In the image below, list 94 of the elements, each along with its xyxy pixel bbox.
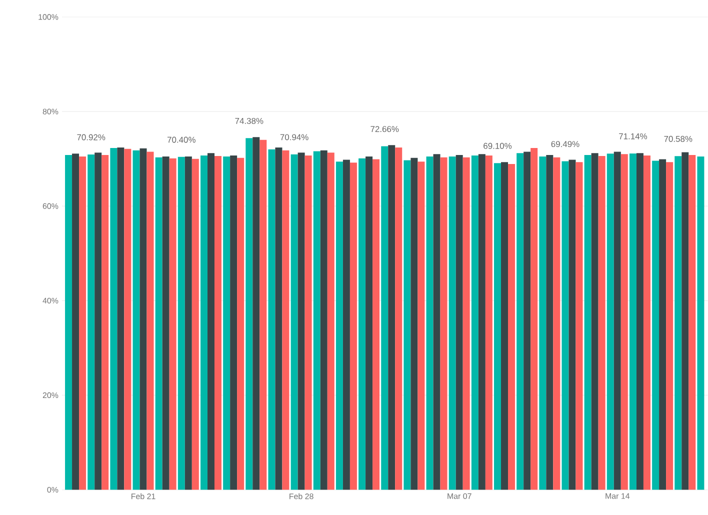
bar: [629, 154, 636, 490]
bar: [366, 156, 373, 490]
bar: [546, 155, 554, 490]
bar: [200, 156, 208, 490]
data-label: 72.66%: [370, 126, 399, 132]
bar: [381, 146, 388, 490]
bar: [298, 152, 305, 490]
bar: [576, 162, 583, 490]
bar: [530, 148, 538, 490]
bar: [418, 162, 425, 490]
bar: [568, 160, 576, 490]
bar: [440, 158, 448, 490]
bar: [162, 156, 170, 490]
data-label: 70.94%: [280, 134, 308, 140]
bar: [88, 154, 95, 490]
bar: [304, 156, 312, 490]
bar: [516, 153, 524, 490]
bar: [606, 154, 614, 490]
bar: [117, 148, 124, 490]
bar: [485, 156, 492, 490]
bar: [214, 156, 222, 490]
bar: [674, 156, 682, 490]
bar: [230, 156, 238, 490]
bar: [342, 160, 350, 490]
bar: [494, 163, 502, 490]
bar: [358, 158, 366, 490]
bar: [79, 156, 86, 490]
bar: [65, 155, 72, 490]
bar: [132, 150, 140, 490]
bar: [697, 156, 704, 490]
data-label: 70.58%: [664, 136, 692, 142]
bar: [471, 156, 478, 490]
bar: [591, 153, 598, 490]
data-label: 69.10%: [484, 143, 512, 150]
bar: [290, 154, 298, 490]
bar: [140, 148, 147, 490]
bar: [252, 137, 260, 490]
bar: [192, 158, 199, 490]
data-label: 70.40%: [167, 136, 196, 143]
bar: [327, 152, 334, 490]
data-label: 70.92%: [77, 134, 106, 140]
bar: [246, 138, 253, 490]
bar: [584, 155, 592, 490]
bar: [388, 145, 396, 490]
bar: [395, 148, 402, 490]
bar: [562, 161, 569, 490]
bar: [320, 150, 328, 490]
bar: [636, 153, 644, 490]
bar: [501, 162, 508, 490]
bar: [614, 152, 621, 490]
bar: [350, 162, 357, 490]
bar: [313, 151, 320, 490]
bar: [456, 155, 463, 490]
bar: [620, 154, 628, 490]
bar: [448, 156, 456, 490]
bar: [682, 152, 689, 490]
bar: [688, 155, 696, 490]
bar: [178, 157, 185, 490]
bar: [508, 164, 516, 490]
data-label: 69.49%: [551, 141, 580, 148]
bar: [404, 160, 411, 490]
bar: [207, 153, 214, 490]
bar: [433, 154, 440, 490]
bar: [539, 156, 546, 490]
bar: [275, 148, 282, 490]
bar: [462, 158, 470, 490]
bar: [94, 152, 102, 490]
bar: [237, 158, 244, 490]
bar: [652, 160, 660, 490]
bar: [146, 152, 154, 490]
bar: [666, 162, 674, 490]
bar: [426, 156, 434, 490]
bar: [282, 150, 290, 490]
bar: [553, 158, 560, 490]
bar: [72, 154, 80, 490]
bar: [260, 140, 267, 490]
bar: [372, 159, 380, 490]
bar: [155, 158, 162, 490]
bar: [223, 156, 230, 490]
data-label: 71.14%: [619, 133, 648, 140]
bar: [110, 148, 118, 490]
bar: [524, 152, 531, 490]
bar: [643, 156, 650, 490]
bar: [124, 149, 132, 490]
data-label: 74.38%: [235, 118, 264, 124]
bar: [659, 159, 666, 490]
bar: [478, 154, 486, 490]
bar: [102, 155, 109, 490]
bar: [169, 158, 176, 490]
bar: [336, 162, 343, 490]
bar: [598, 156, 606, 490]
bar: [410, 158, 418, 490]
bar: [184, 156, 192, 490]
bar: [268, 149, 276, 490]
